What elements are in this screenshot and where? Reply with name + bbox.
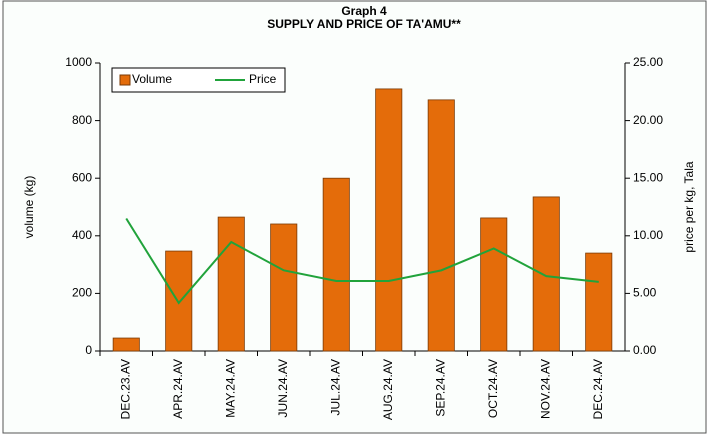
x-tick-label: JUN.24.AV — [276, 359, 290, 417]
price-line — [125, 217, 599, 305]
x-tick-label: OCT.24.AV — [486, 359, 500, 418]
bar — [112, 337, 140, 352]
x-tick-label: MAY.24.AV — [223, 359, 237, 418]
bar — [375, 88, 403, 352]
x-tick-label: SEP.24.AV — [433, 359, 447, 417]
y-axis-title: volume (kg) — [22, 176, 36, 239]
legend-label: Volume — [132, 72, 172, 86]
y-tick-label: 1000 — [65, 55, 92, 69]
x-tick-label: DEC.23.AV — [118, 359, 132, 419]
bar — [427, 99, 455, 352]
y-tick-label: 800 — [72, 113, 92, 127]
bar — [480, 217, 508, 352]
y2-tick-label: 15.00 — [633, 170, 663, 184]
y2-tick-label: 5.00 — [633, 286, 657, 300]
x-tick-label: JUL.24.AV — [328, 359, 342, 415]
x-tick-label: DEC.24.AV — [591, 359, 605, 419]
legend-swatch — [119, 74, 131, 86]
y2-tick-label: 0.00 — [633, 343, 657, 357]
y-tick-label: 0 — [85, 343, 92, 357]
chart-title: Graph 4 — [341, 4, 387, 18]
x-tick-label: AUG.24.AV — [381, 359, 395, 420]
y2-tick-label: 25.00 — [633, 55, 663, 69]
y2-tick-label: 20.00 — [633, 113, 663, 127]
bar — [322, 177, 350, 352]
bar — [532, 196, 560, 352]
chart-subtitle: SUPPLY AND PRICE OF TA'AMU** — [267, 17, 461, 31]
legend-box — [111, 67, 286, 93]
bar — [585, 252, 613, 352]
bar — [165, 250, 193, 352]
bar — [270, 223, 298, 352]
y-tick-label: 400 — [72, 228, 92, 242]
bar — [217, 216, 245, 352]
y-tick-label: 200 — [72, 286, 92, 300]
legend-label: Price — [249, 72, 277, 86]
x-tick-label: APR.24.AV — [171, 359, 185, 419]
y2-axis-title: price per kg, Tala — [682, 161, 696, 252]
x-tick-label: NOV.24.AV — [538, 359, 552, 419]
y-tick-label: 600 — [72, 170, 92, 184]
y2-tick-label: 10.00 — [633, 228, 663, 242]
